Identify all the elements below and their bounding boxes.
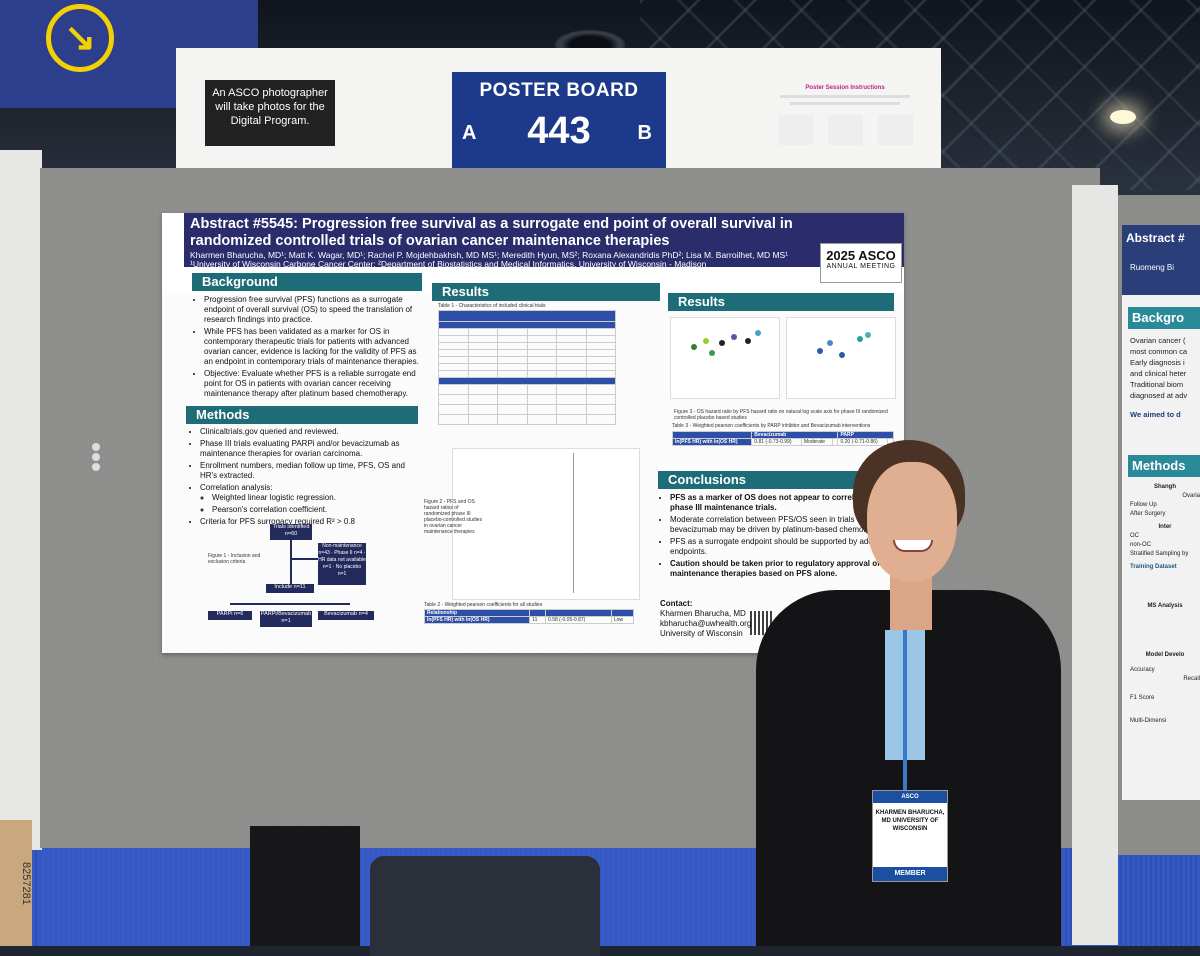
poster-affiliation: ¹University of Wisconsin Carbone Cancer …: [190, 259, 707, 269]
person-legs: [250, 826, 360, 946]
chair-back: [370, 856, 600, 956]
flow-exclusions: Non-maintenance n=43 · Phase II n=4 · HR…: [318, 543, 366, 585]
session-instructions: Poster Session Instructions: [770, 85, 920, 175]
ceiling-light: [1110, 110, 1136, 124]
table2-header: Relationship: [423, 609, 531, 617]
photographer-notice: An ASCO photographer will take photos fo…: [205, 80, 335, 146]
background-heading: Background: [192, 273, 422, 291]
table2-caption: Table 2 - Weighted pearson coefficients …: [424, 602, 543, 608]
results-heading-left: Results: [432, 283, 660, 301]
methods-text: Clinicaltrials.gov queried and reviewed.…: [188, 427, 418, 529]
contact-name: Kharmen Bharucha, MD: [660, 609, 746, 618]
background-item: Objective: Evaluate whether PFS is a rel…: [204, 369, 420, 399]
methods-subitem: Weighted linear logistic regression.: [212, 493, 418, 503]
flow-trials-identified: Trials identified n=60: [270, 524, 312, 540]
flow-parpi: PARPi n=6: [208, 611, 252, 620]
methods-item: Phase III trials evaluating PARPi and/or…: [200, 439, 418, 459]
table1: [438, 310, 616, 425]
lanyard: [903, 630, 907, 795]
contact-block: Contact: Kharmen Bharucha, MD kbharucha@…: [660, 599, 810, 639]
table3-caption: Table 3 - Weighted pearson coefficients …: [672, 423, 871, 429]
adjacent-poster-author: Ruomeng Bi: [1130, 263, 1175, 272]
table2-value: 0.58 (-0.05-0.87): [545, 616, 612, 624]
flow-parpi-bev: PARPi/Bevacizumab n=1: [260, 611, 312, 627]
scatter-plot-2: [786, 317, 896, 399]
table3-bev-header: Bevacizumab: [751, 431, 839, 439]
conclusion-item: PFS as a marker of OS does not appear to…: [670, 493, 894, 513]
board-side-a: A: [462, 122, 477, 144]
name-badge: ASCO KHARMEN BHARUCHA, MD UNIVERSITY OF …: [872, 790, 948, 882]
table2: Relationship ln(PFS HR) with ln(OS HR) 11…: [423, 609, 635, 624]
poster-board-number-sign: POSTER BOARD A 443 B: [452, 72, 666, 174]
methods-item: Enrollment numbers, median follow up tim…: [200, 461, 418, 481]
table3-parp-header: PARP: [837, 431, 894, 439]
presenter-smile: [893, 540, 933, 552]
poster-header: Abstract #5545: Progression free surviva…: [162, 213, 904, 295]
adjacent-background-text: Ovarian cancer ( most common ca Early di…: [1130, 336, 1188, 419]
contact-email: kbharucha@uwhealth.org: [660, 619, 752, 628]
flow-connector: [292, 558, 318, 560]
adjacent-poster: Abstract # Ruomeng Bi Backgro Ovarian ca…: [1122, 225, 1200, 800]
methods-item: Clinicaltrials.gov queried and reviewed.: [200, 427, 418, 437]
research-poster: Abstract #5545: Progression free surviva…: [162, 213, 904, 653]
background-item: While PFS has been validated as a marker…: [204, 327, 420, 367]
figure1-caption: Figure 1 - Inclusion and exclusion crite…: [208, 553, 261, 565]
conclusion-item: Moderate correlation between PFS/OS seen…: [670, 515, 894, 535]
methods-item: Correlation analysis: Weighted linear lo…: [200, 483, 418, 515]
presenter-face: [867, 462, 957, 582]
board-number: 443: [527, 110, 591, 152]
results-heading-right: Results: [668, 293, 894, 311]
poster-title-band: [184, 213, 904, 267]
left-board-post: [0, 150, 42, 850]
push-pins: [92, 443, 102, 473]
table2-row-label: ln(PFS HR) with ln(OS HR): [423, 616, 531, 624]
figure3-caption: Figure 3 - OS hazard ratio by PFS hazard…: [674, 409, 888, 421]
flow-connector: [290, 540, 292, 584]
adjacent-poster-title: Abstract #: [1122, 225, 1200, 295]
table3: Bevacizumab PARP ln(PFS HR) with ln(OS HR…: [671, 431, 894, 446]
forest-plot: [452, 448, 640, 600]
instructions-title: Poster Session Instructions: [805, 85, 885, 91]
arrow-down-right-icon: ↘: [46, 4, 114, 72]
methods-item: Criteria for PFS surrogacy required R² >…: [200, 517, 418, 527]
conclusions-text: PFS as a marker of OS does not appear to…: [658, 493, 894, 581]
asco-logo: 2025 ASCO ANNUAL MEETING: [820, 243, 902, 283]
scatter-plot-1: [670, 317, 780, 399]
table3-bev-strength: Moderate: [800, 438, 833, 446]
poster-authors: Kharmen Bharucha, MD¹; Matt K. Wagar, MD…: [190, 250, 789, 260]
poster-board-title: POSTER BOARD: [479, 80, 639, 101]
conclusion-item: Caution should be taken prior to regulat…: [670, 559, 894, 579]
flow-bevacizumab: Bevacizumab n=4: [318, 611, 374, 620]
flow-include: Include n=11: [266, 584, 314, 593]
contact-org: University of Wisconsin: [660, 629, 743, 638]
crate-label: 8257281: [0, 820, 32, 946]
conclusions-heading: Conclusions: [658, 471, 894, 489]
board-side-b: B: [637, 122, 652, 144]
badge-member: MEMBER: [873, 867, 947, 881]
background-text: Progression free survival (PFS) function…: [192, 295, 420, 401]
table1-caption: Table 1 - Characteristics of included cl…: [438, 303, 546, 309]
poster-title: Abstract #5545: Progression free surviva…: [190, 216, 793, 249]
flow-connector: [230, 603, 350, 605]
adjacent-background-heading: Backgro: [1128, 307, 1200, 329]
table3-bev-value: 0.81 (-0.73-0.99): [751, 438, 802, 446]
conclusion-item: PFS as a surrogate endpoint should be su…: [670, 537, 894, 557]
badge-header: ASCO: [873, 791, 947, 803]
contact-label: Contact:: [660, 599, 693, 608]
table2-strength: Low: [610, 616, 635, 624]
methods-subitem: Pearson's correlation coefficient.: [212, 505, 418, 515]
background-item: Progression free survival (PFS) function…: [204, 295, 420, 325]
right-board-post: [1072, 185, 1118, 945]
table2-n: 11: [529, 616, 547, 624]
table3-row-label: ln(PFS HR) with ln(OS HR): [671, 438, 753, 446]
badge-name: KHARMEN BHARUCHA, MD UNIVERSITY OF WISCO…: [875, 810, 945, 832]
figure2-caption: Figure 2 - PFS and OS hazard ratios of r…: [424, 499, 483, 535]
table3-parp-value: 0.20 (-0.71-0.86): [837, 438, 889, 446]
adjacent-methods-heading: Methods: [1128, 455, 1200, 477]
adjacent-methods-text: Shangh Ovaria Follow Up After Surgery In…: [1130, 484, 1200, 724]
methods-heading: Methods: [186, 406, 418, 424]
